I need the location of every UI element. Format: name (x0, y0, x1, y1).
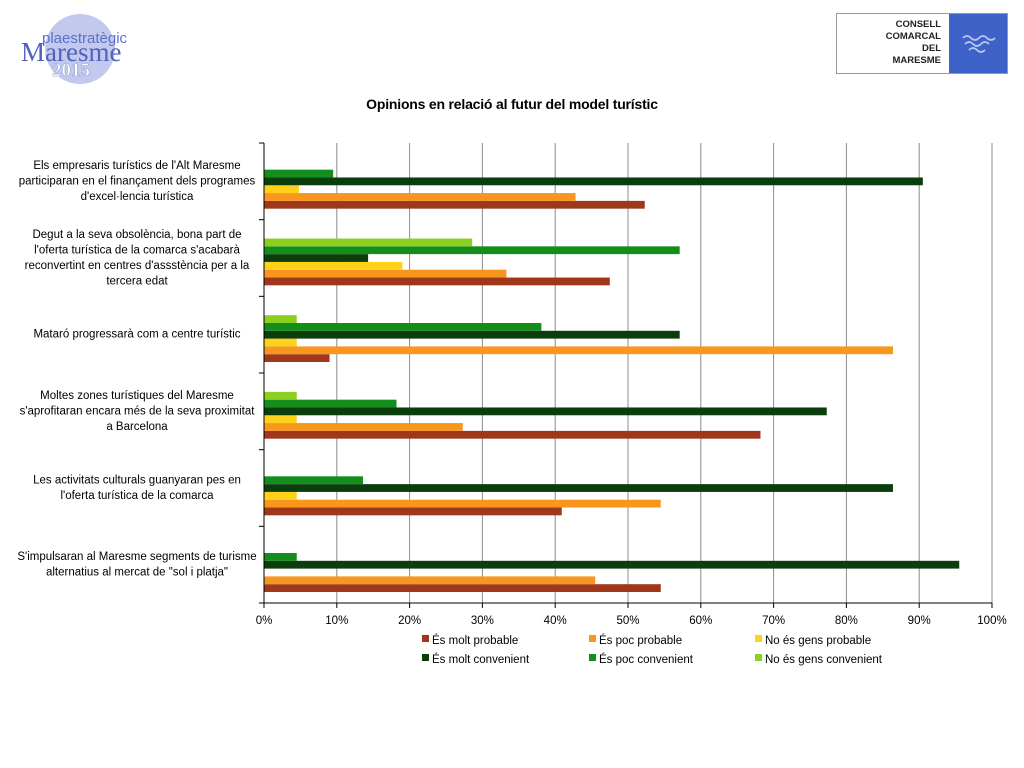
consell-comarcal-text: CONSELL COMARCAL DEL MARESME (837, 14, 949, 73)
bar (264, 338, 297, 347)
category-label: Mataró progressarà com a centre turístic (33, 329, 240, 341)
consell-comarcal-logo: CONSELL COMARCAL DEL MARESME (836, 13, 1008, 74)
legend-label: És molt convenient (432, 653, 530, 666)
category-label-line: alternatius al mercat de "sol i platja" (46, 566, 228, 578)
bar (264, 491, 297, 500)
x-tick-label: 100% (977, 615, 1006, 627)
bar (264, 399, 397, 408)
category-label-line: l'oferta turística de la comarca (60, 490, 214, 502)
bar (264, 200, 645, 209)
legend-swatch (589, 654, 596, 661)
legend-label: No és gens convenient (765, 654, 883, 666)
category-label-line: Mataró progressarà com a centre turístic (33, 329, 240, 341)
category-label: Moltes zones turístiques del Maresme s'ap… (20, 390, 256, 433)
bar (264, 254, 369, 262)
bar (264, 576, 596, 585)
legend-label: És poc probable (599, 634, 682, 647)
bar (264, 484, 893, 492)
category-label-line: tercera edat (106, 275, 168, 287)
bar (264, 185, 299, 194)
x-tick-label: 10% (325, 615, 348, 627)
bar (264, 430, 761, 439)
category-label-line: Les activitats culturals guanyaran pes e… (33, 474, 241, 486)
category-label-line: a Barcelona (106, 421, 168, 433)
bar (264, 507, 562, 516)
bar (264, 584, 661, 592)
waves-emblem-icon (949, 14, 1007, 73)
bar (264, 391, 297, 400)
bar (264, 330, 680, 339)
logo-left-word3: 2015 (52, 60, 90, 81)
chart-title: Opinions en relació al futur del model t… (366, 96, 658, 112)
legend-label: És poc convenient (599, 653, 694, 666)
x-tick-label: 30% (471, 615, 494, 627)
bar (264, 261, 403, 270)
x-tick-label: 90% (908, 615, 931, 627)
category-label: S'impulsaran al Maresme segments de turi… (17, 551, 256, 579)
category-label: Els empresaris turístics de l'Alt Maresm… (19, 160, 256, 203)
bar (264, 499, 661, 508)
category-label: Les activitats culturals guanyaran pes e… (33, 474, 241, 502)
logo-right-line: DEL (922, 43, 941, 54)
category-label-line: S'impulsaran al Maresme segments de turi… (17, 551, 256, 563)
x-tick-label: 70% (762, 615, 785, 627)
legend-swatch (422, 654, 429, 661)
bar (264, 277, 610, 286)
bar (264, 346, 893, 355)
legend-swatch (755, 635, 762, 642)
bar (264, 476, 364, 485)
bar (264, 423, 463, 431)
category-label-line: l'oferta turística de la comarca s'acaba… (34, 244, 240, 256)
category-label-line: participaran en el finançament dels prog… (19, 175, 256, 187)
bar (264, 269, 507, 278)
x-tick-label: 40% (544, 615, 567, 627)
bar (264, 560, 960, 569)
x-tick-label: 60% (689, 615, 712, 627)
legend-label: És molt probable (432, 634, 518, 647)
legend-swatch (422, 635, 429, 642)
logo-right-line: MARESME (892, 55, 941, 66)
bar (264, 407, 827, 416)
legend-swatch (589, 635, 596, 642)
bar (264, 169, 334, 178)
legend-swatch (755, 654, 762, 661)
bar (264, 246, 680, 255)
logo-left-word1: plaestratègic (42, 30, 128, 47)
logo-right-line: COMARCAL (885, 31, 941, 42)
category-label-line: s'aprofitaran encara més de la seva prox… (20, 405, 256, 417)
category-label-line: Els empresaris turístics de l'Alt Maresm… (33, 160, 240, 172)
x-tick-label: 20% (398, 615, 421, 627)
category-label-line: d'excel·lencia turística (81, 191, 194, 203)
x-tick-label: 80% (835, 615, 858, 627)
category-label: Degut a la seva obsolència, bona part de… (25, 229, 250, 288)
bar (264, 315, 297, 323)
logo-left-word2: Maresme (21, 37, 121, 67)
bar (264, 323, 542, 331)
bar (264, 177, 923, 186)
legend-label: No és gens probable (765, 635, 871, 647)
bar (264, 238, 473, 247)
logo-right-line: CONSELL (895, 19, 941, 30)
plaestrategic-maresme-logo: plaestratègic Maresme 2015 (18, 12, 148, 88)
category-label-line: Moltes zones turístiques del Maresme (40, 390, 234, 402)
x-tick-label: 0% (256, 615, 273, 627)
bar (264, 354, 330, 362)
category-label-line: Degut a la seva obsolència, bona part de (32, 229, 241, 241)
category-label-line: reconvertint en centres d'assstència per… (25, 260, 250, 272)
x-tick-label: 50% (616, 615, 639, 627)
bar (264, 193, 576, 201)
bar (264, 553, 297, 561)
bar (264, 415, 297, 424)
